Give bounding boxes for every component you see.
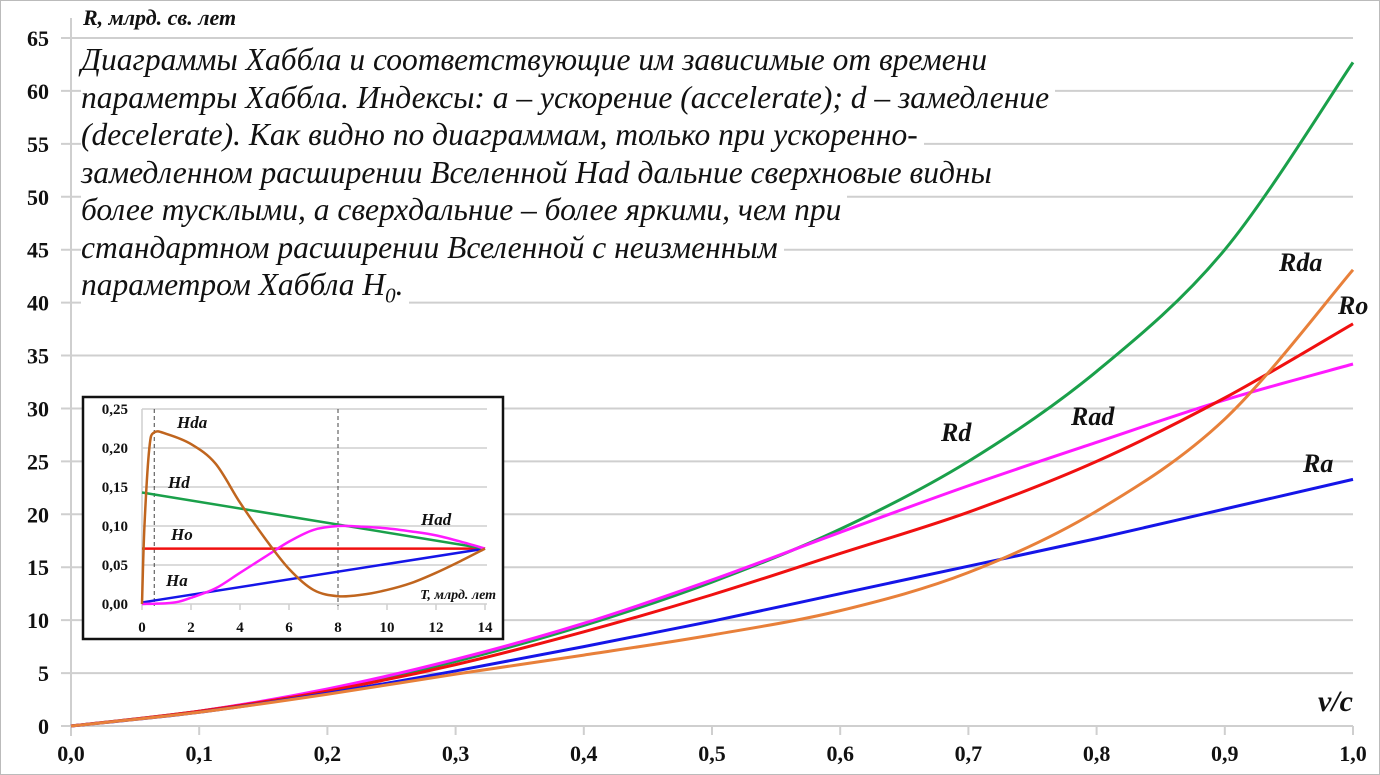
y-tick-label: 45 [27,238,49,263]
x-tick-label: 0,8 [1083,741,1111,766]
inset-y-tick-label: 0,10 [102,519,128,535]
inset-series-line-Hd [141,491,486,550]
y-tick-label: 15 [27,555,49,580]
inset-x-tick-label: 0 [138,620,146,636]
caption-line: замедленном расширении Вселенной Had дал… [81,153,998,191]
x-tick-label: 1,0 [1339,741,1367,766]
caption-line: более тусклыми, а сверхдальние – более я… [81,191,848,229]
inset-y-tick-label: 0,20 [102,441,128,457]
caption-line: Диаграммы Хаббла и соответствующие им за… [81,41,994,79]
series-label-Ro: Ro [1337,291,1368,320]
y-tick-label: 10 [27,608,49,633]
y-tick-label: 25 [27,449,49,474]
x-tick-label: 0,0 [57,741,85,766]
inset-y-tick-label: 0,25 [102,402,128,418]
inset-series-label-Ho: Ho [170,525,193,544]
series-label-Rad: Rad [1070,402,1115,431]
inset-x-tick-label: 12 [429,620,444,636]
series-line-Ro [70,322,1354,728]
y-tick-label: 40 [27,291,49,316]
inset-series-label-Had: Had [420,510,452,529]
inset-x-tick-label: 6 [285,620,293,636]
inset-series-label-Ha: Ha [165,571,188,590]
caption-line: стандартном расширении Вселенной с неизм… [81,228,784,266]
inset-x-axis-label: T, млрд. лет [420,588,496,603]
caption-last-text: параметром Хаббла H [81,267,386,302]
caption-line: (decelerate). Как видно по диаграммам, т… [81,116,924,154]
y-tick-label: 30 [27,396,49,421]
x-tick-label: 0,3 [442,741,470,766]
caption-end: . [395,267,404,302]
series-line-Rda [70,268,1355,728]
inset-series-line-Had [141,524,486,606]
x-tick-label: 0,6 [826,741,854,766]
inset-y-tick-label: 0,05 [102,558,128,574]
y-tick-label: 55 [27,132,49,157]
y-tick-label: 0 [38,714,49,739]
caption-line: параметры Хаббла. Индексы: a – ускорение… [81,78,1056,116]
inset-x-tick-label: 14 [478,620,494,636]
inset-series-line-Hda [140,430,486,605]
x-tick-label: 0,2 [314,741,342,766]
inset-x-tick-label: 10 [380,620,395,636]
caption-subscript: 0 [385,283,396,308]
x-tick-label: 0,1 [185,741,213,766]
y-axis-label: R, млрд. св. лет [82,5,236,30]
series-label-Rda: Rda [1278,248,1322,277]
x-tick-label: 0,5 [698,741,726,766]
inset-x-tick-label: 4 [236,620,244,636]
series-label-Rd: Rd [940,418,972,447]
y-tick-label: 20 [27,502,49,527]
x-tick-label: 0,9 [1211,741,1239,766]
y-tick-label: 5 [38,661,49,686]
inset-x-tick-label: 8 [334,620,342,636]
series-label-Ra: Ra [1302,449,1333,478]
x-tick-label: 0,7 [955,741,983,766]
y-tick-label: 65 [27,26,49,51]
inset-series-label-Hda: Hda [176,413,208,432]
caption-text: Диаграммы Хаббла и соответствующие им за… [81,41,1056,315]
x-axis-label: v/c [1318,685,1353,718]
y-tick-label: 35 [27,344,49,369]
y-tick-label: 50 [27,185,49,210]
x-tick-label: 0,4 [570,741,598,766]
inset-series-label-Hd: Hd [167,473,190,492]
inset-x-tick-label: 2 [187,620,195,636]
y-tick-label: 60 [27,79,49,104]
inset-y-tick-label: 0,00 [102,597,128,613]
caption-line-last: параметром Хаббла H0. [81,266,410,315]
inset-series-line-Ha [141,547,486,604]
inset-y-tick-label: 0,15 [102,480,128,496]
